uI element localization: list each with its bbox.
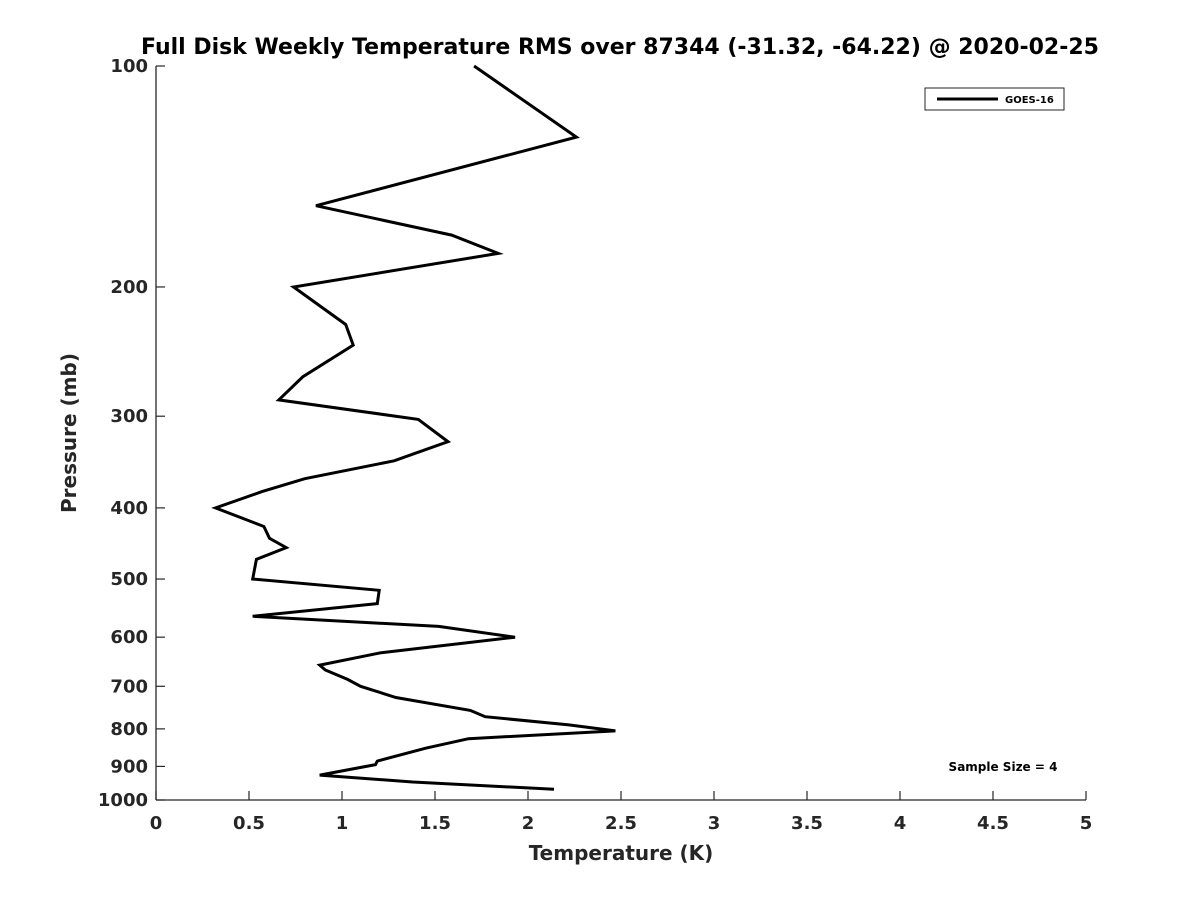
series-layer: [211, 64, 616, 791]
x-ticks: 0 0.5 1 1.5 2 2.5 3 3.5 4 4.5 5: [150, 791, 1093, 834]
legend-label-goes-16: GOES-16: [1005, 95, 1054, 106]
x-axis-label: Temperature (K): [529, 841, 714, 865]
y-tick-label: 300: [110, 406, 148, 427]
x-tick-label: 0: [150, 813, 163, 834]
x-tick-label: 4: [894, 813, 907, 834]
y-tick-label: 700: [110, 676, 148, 697]
x-tick-label: 2: [522, 813, 535, 834]
axes: [155, 66, 1086, 801]
y-tick-label: 200: [110, 277, 148, 298]
x-tick-label: 5: [1080, 813, 1093, 834]
y-tick-label: 600: [110, 627, 148, 648]
series-line-goes-16: [211, 64, 616, 791]
x-tick-label: 1.5: [419, 813, 451, 834]
y-tick-label: 500: [110, 569, 148, 590]
x-tick-label: 3.5: [791, 813, 823, 834]
y-ticks: 100 200 300 400 500 600 700 800 900 1000: [98, 56, 165, 811]
y-tick-label: 400: [110, 498, 148, 519]
sample-size-annotation: Sample Size = 4: [949, 760, 1058, 774]
x-tick-label: 1: [336, 813, 349, 834]
legend: GOES-16: [924, 87, 1065, 111]
x-tick-label: 4.5: [977, 813, 1009, 834]
y-tick-label: 1000: [98, 790, 148, 811]
y-tick-label: 800: [110, 719, 148, 740]
y-tick-label: 100: [110, 56, 148, 77]
x-tick-label: 2.5: [605, 813, 637, 834]
y-axis-label: Pressure (mb): [57, 353, 81, 513]
x-tick-label: 3: [708, 813, 721, 834]
x-tick-label: 0.5: [233, 813, 265, 834]
chart-title: Full Disk Weekly Temperature RMS over 87…: [141, 35, 1099, 60]
y-tick-label: 900: [110, 756, 148, 777]
